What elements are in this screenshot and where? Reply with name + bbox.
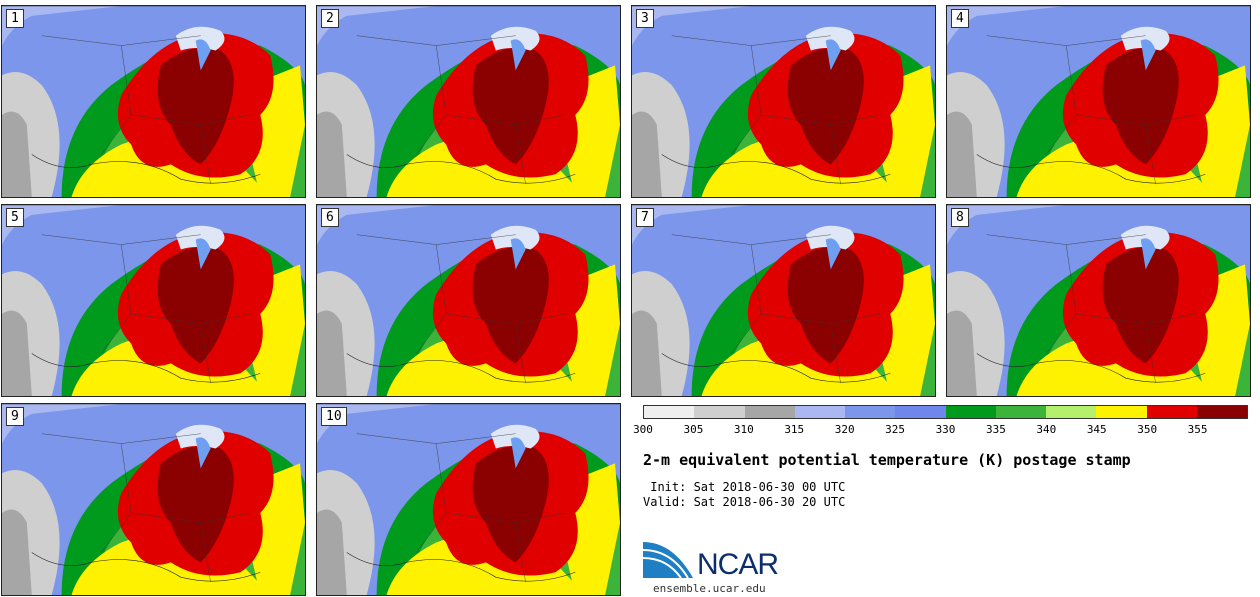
postage-stamp-panel[interactable]: 3 (631, 5, 936, 198)
colorbar-tick-label: 345 (1086, 423, 1107, 436)
logo-wordmark: NCAR (697, 548, 779, 581)
colorbar-tick-label: 305 (683, 423, 704, 436)
member-number: 5 (6, 208, 24, 227)
member-number: 10 (321, 407, 347, 426)
member-number: 7 (636, 208, 654, 227)
colorbar-tick-label: 330 (935, 423, 956, 436)
member-number: 9 (6, 407, 24, 426)
colorbar (643, 405, 1248, 419)
postage-stamp-panel[interactable]: 1 (1, 5, 306, 198)
valid-time: Valid: Sat 2018-06-30 20 UTC (643, 495, 846, 509)
colorbar-segment (1046, 406, 1097, 418)
member-number: 8 (951, 208, 969, 227)
colorbar-tick-label: 340 (1036, 423, 1057, 436)
colorbar-tick-label: 355 (1187, 423, 1208, 436)
postage-stamp-panel[interactable]: 7 (631, 204, 936, 397)
member-number: 6 (321, 208, 339, 227)
colorbar-tick-label: 315 (784, 423, 805, 436)
colorbar-tick-label: 310 (733, 423, 754, 436)
postage-stamp-panel[interactable]: 6 (316, 204, 621, 397)
colorbar-tick-label: 325 (885, 423, 906, 436)
colorbar-ticks: 300 305 310 315 320 325 330 335 340 345 350 355 (633, 423, 1248, 437)
ncar-logo-icon (643, 542, 693, 579)
colorbar-segment (794, 406, 845, 418)
colorbar-tick-label: 350 (1137, 423, 1158, 436)
postage-stamp-panel[interactable]: 8 (946, 204, 1251, 397)
colorbar-segment (895, 406, 946, 418)
member-number: 1 (6, 9, 24, 28)
postage-stamp-panel[interactable]: 5 (1, 204, 306, 397)
colorbar-tick-label: 335 (985, 423, 1006, 436)
postage-stamp-panel[interactable]: 10 (316, 403, 621, 596)
colorbar-segment (694, 406, 745, 418)
member-number: 2 (321, 9, 339, 28)
colorbar-segment (744, 406, 795, 418)
colorbar-tick-label: 300 (633, 423, 653, 436)
member-number: 4 (951, 9, 969, 28)
colorbar-tick-label: 320 (834, 423, 855, 436)
member-number: 3 (636, 9, 654, 28)
colorbar-segment (845, 406, 896, 418)
postage-stamp-panel[interactable]: 9 (1, 403, 306, 596)
postage-stamp-panel[interactable]: 2 (316, 5, 621, 198)
figure-title: 2-m equivalent potential temperature (K)… (643, 451, 1131, 469)
colorbar-segment (945, 406, 996, 418)
colorbar-segment (995, 406, 1046, 418)
colorbar-segment (1146, 406, 1197, 418)
colorbar-segment (1096, 406, 1147, 418)
colorbar-segment (644, 406, 695, 418)
postage-stamp-panel[interactable]: 4 (946, 5, 1251, 198)
colorbar-segment (1196, 406, 1247, 418)
site-url: ensemble.ucar.edu (653, 582, 766, 595)
init-time: Init: Sat 2018-06-30 00 UTC (643, 480, 846, 494)
